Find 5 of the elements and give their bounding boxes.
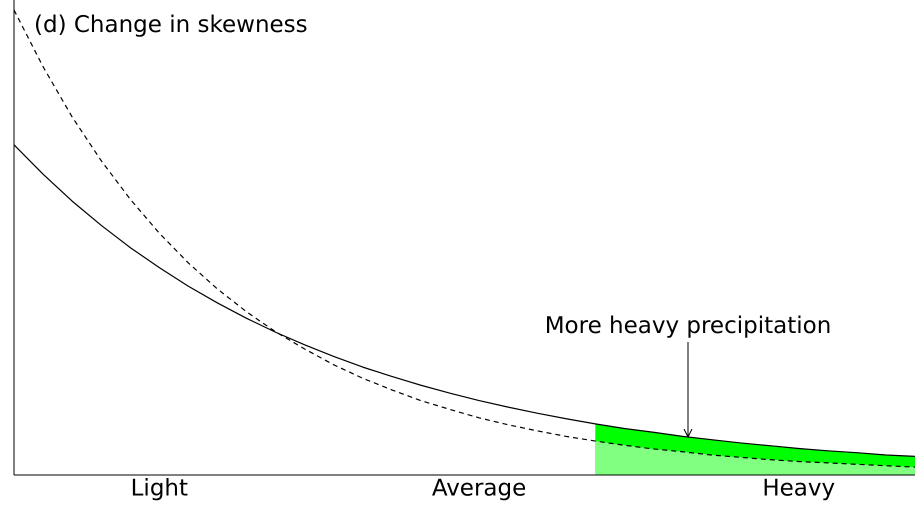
chart-title: (d) Change in skewness bbox=[34, 12, 308, 38]
x-tick-label: Light bbox=[130, 475, 188, 502]
annotation: More heavy precipitation bbox=[544, 313, 832, 339]
x-tick-label: Heavy bbox=[762, 475, 836, 502]
x-tick-label: Average bbox=[432, 475, 526, 502]
